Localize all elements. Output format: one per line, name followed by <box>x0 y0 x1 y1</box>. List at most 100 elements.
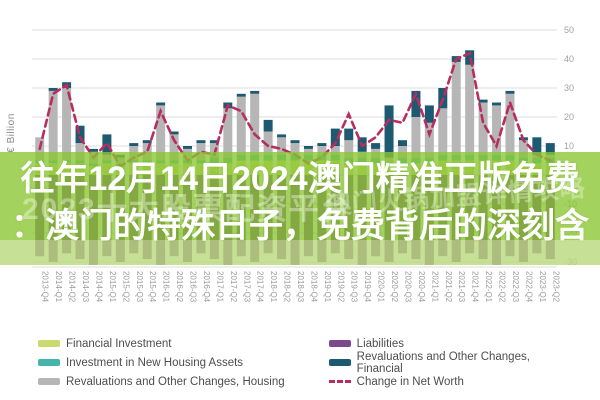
bar-segment <box>478 99 488 103</box>
bar-segment <box>411 117 421 158</box>
bar-segment <box>384 105 394 158</box>
bar-segment <box>545 143 555 155</box>
legend-label: Financial Investment <box>66 337 172 350</box>
legend-label: Liabilities <box>356 337 404 350</box>
bar-segment <box>411 90 421 117</box>
overlay-title-line2: ：澳门的特殊日子，免费背后的深刻含 <box>11 207 589 245</box>
bar-segment <box>156 105 166 161</box>
bar-segment <box>250 93 260 155</box>
x-tick-label: 2015-Q2 <box>121 271 130 303</box>
bar-segment <box>196 143 206 161</box>
x-tick-label: 2020-Q2 <box>390 271 399 303</box>
x-tick-label: 2018-Q3 <box>296 271 305 303</box>
bar-segment <box>290 143 300 155</box>
bar-segment <box>277 137 287 155</box>
bar-segment <box>75 143 85 161</box>
bar-segment <box>465 64 475 155</box>
x-tick-label: 2018-Q4 <box>309 271 318 303</box>
x-tick-label: 2016-Q1 <box>162 271 171 303</box>
bar-segment <box>62 88 72 161</box>
x-tick-label: 2022-Q2 <box>498 271 507 303</box>
bar-segment <box>88 148 98 152</box>
bar-segment <box>75 125 85 144</box>
x-tick-label: 2021-Q1 <box>430 271 439 303</box>
x-tick-label: 2023-Q2 <box>551 271 560 303</box>
bar-segment <box>277 134 287 138</box>
bar-segment <box>492 105 502 155</box>
x-tick-label: 2023-Q1 <box>538 271 547 303</box>
x-tick-label: 2017-Q4 <box>256 271 265 303</box>
x-tick-label: 2014-Q3 <box>81 271 90 303</box>
bar-segment <box>142 140 152 144</box>
x-tick-label: 2014-Q4 <box>94 271 103 303</box>
x-tick-label: 2015-Q1 <box>108 271 117 303</box>
legend-item: Liabilities <box>328 334 578 353</box>
highlight-band-lower <box>0 240 600 265</box>
bar-segment <box>250 90 260 94</box>
legend-color-swatch <box>38 340 60 347</box>
y-tick-label: 10 <box>564 141 574 151</box>
legend-dash-swatch <box>328 380 351 383</box>
bar-segment <box>492 102 502 106</box>
legend-label: Investment in New Housing Assets <box>66 356 244 369</box>
bar-segment <box>142 143 152 161</box>
bar-segment <box>330 128 340 146</box>
legend-item: Revaluations and Other Changes, Financia… <box>328 350 578 375</box>
bar-segment <box>48 90 58 161</box>
legend-column: Financial Investment Investment in New Ho… <box>38 334 329 391</box>
x-tick-label: 2021-Q4 <box>471 271 480 303</box>
bar-segment <box>263 131 273 155</box>
bar-segment <box>263 119 273 132</box>
bar-segment <box>236 93 246 97</box>
bar-segment <box>196 140 206 144</box>
x-tick-label: 2022-Q1 <box>484 271 493 303</box>
x-tick-label: 2020-Q3 <box>403 271 412 303</box>
y-tick-label: 50 <box>564 25 574 35</box>
bar-segment <box>371 143 381 149</box>
bar-segment <box>48 88 58 91</box>
bar-segment <box>344 128 354 141</box>
bar-segment <box>223 108 233 158</box>
bar-segment <box>518 140 528 158</box>
bar-segment <box>169 131 179 135</box>
x-tick-label: 2020-Q4 <box>417 271 426 303</box>
bar-segment <box>397 140 407 146</box>
legend-item: Revaluations and Other Changes, Housing <box>38 372 329 391</box>
bar-segment <box>303 148 313 155</box>
x-tick-label: 2013-Q4 <box>41 271 50 303</box>
x-tick-label: 2016-Q4 <box>202 271 211 303</box>
bar-segment <box>236 96 246 155</box>
x-tick-label: 2017-Q2 <box>229 271 238 303</box>
x-tick-label: 2021-Q3 <box>457 271 466 303</box>
bar-segment <box>317 143 327 146</box>
x-tick-label: 2014-Q1 <box>54 271 63 303</box>
bar-segment <box>209 140 219 144</box>
bar-segment <box>478 102 488 155</box>
overlay-title-line1: 往年12月14日2024澳门精准正版免费 <box>20 160 580 198</box>
bar-segment <box>156 102 166 106</box>
bar-segment <box>330 146 340 155</box>
x-tick-label: 2017-Q1 <box>215 271 224 303</box>
bar-segment <box>424 105 434 123</box>
x-tick-label: 2019-Q3 <box>350 271 359 303</box>
x-tick-label: 2018-Q1 <box>269 271 278 303</box>
x-tick-label: 2021-Q2 <box>444 271 453 303</box>
legend-item: Change in Net Worth <box>328 372 578 391</box>
bar-segment <box>183 146 193 149</box>
bar-segment <box>290 140 300 144</box>
legend-label: Change in Net Worth <box>356 375 464 388</box>
x-tick-label: 2014-Q2 <box>68 271 77 303</box>
x-tick-label: 2015-Q4 <box>148 271 157 303</box>
x-axis-labels: 2013-Q4 2014-Q1 2014-Q2 2014-Q3 2014-Q4 2015-… <box>41 271 561 303</box>
legend-item: Investment in New Housing Assets <box>38 353 329 372</box>
x-tick-label: 2022-Q4 <box>524 271 533 303</box>
legend-item: Financial Investment <box>38 334 329 353</box>
bar-segment <box>169 134 179 161</box>
legend-label: Revaluations and Other Changes, Financia… <box>356 350 530 375</box>
overlay-title: 往年12月14日2024澳门精准正版免费 ：澳门的特殊日子，免费背后的深刻含 <box>0 156 600 250</box>
bar-segment <box>532 137 542 155</box>
legend-color-swatch <box>38 359 60 366</box>
y-tick-label: 40 <box>564 54 574 64</box>
bar-segment <box>344 140 354 158</box>
